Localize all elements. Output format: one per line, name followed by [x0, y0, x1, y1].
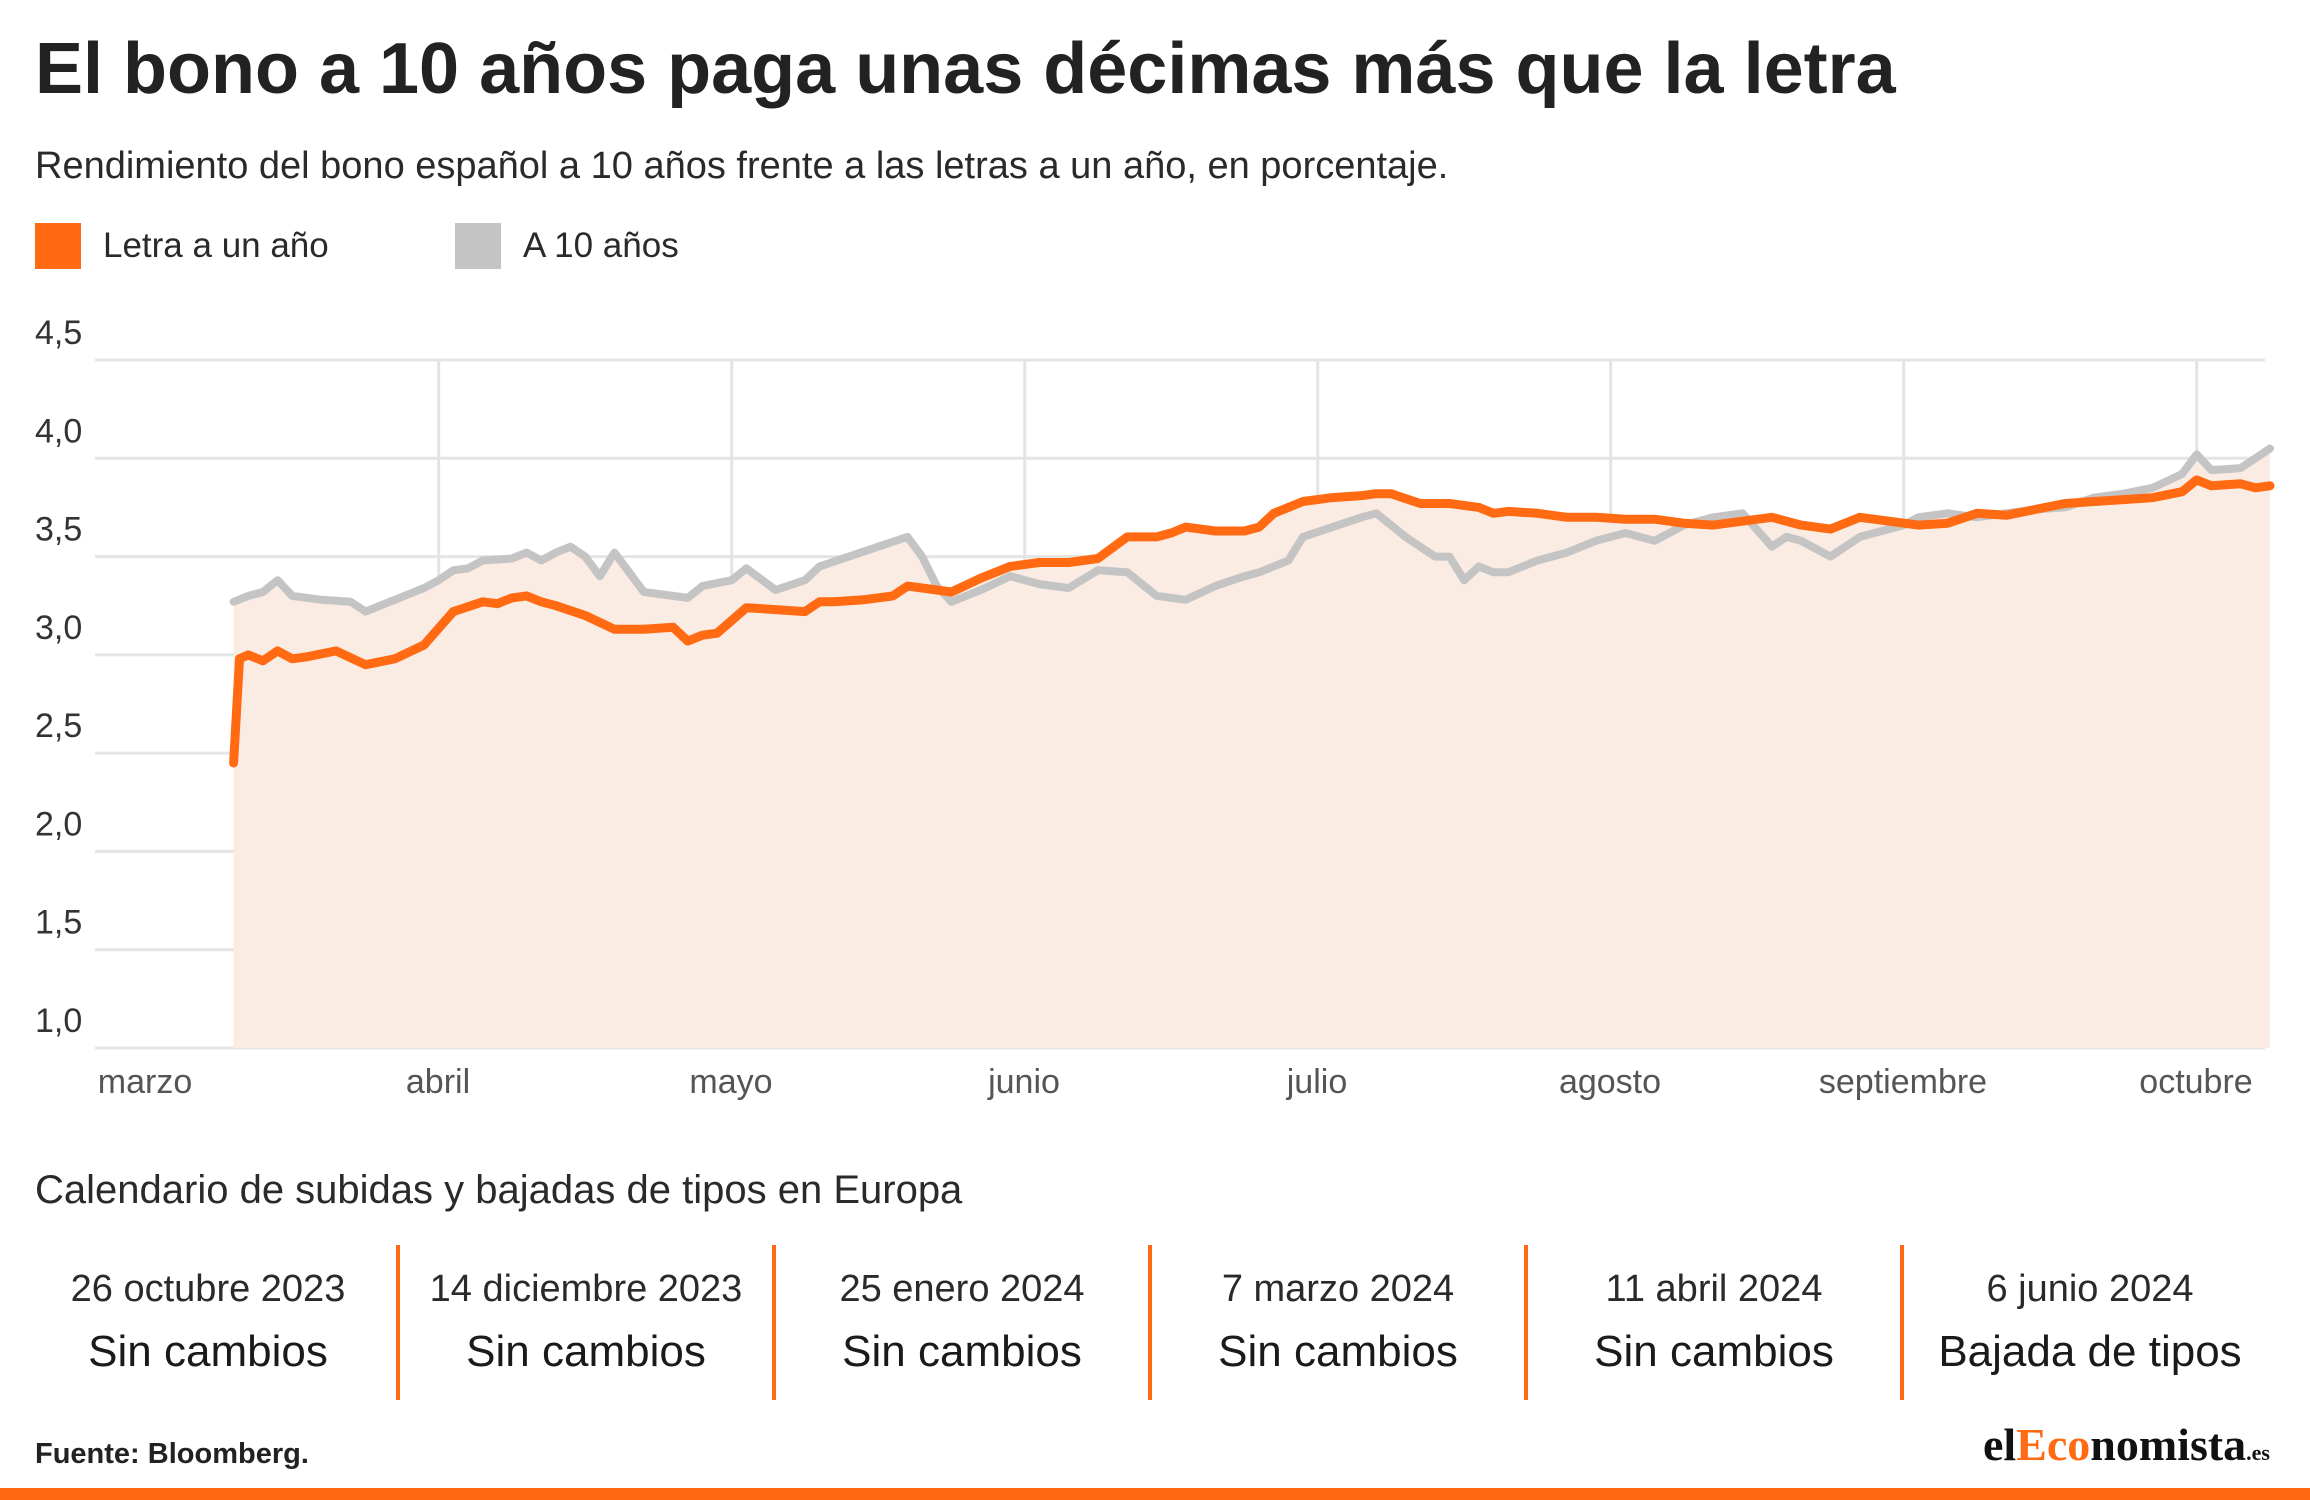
bottom-accent-bar: [0, 1488, 2310, 1500]
legend-label-bono: A 10 años: [523, 226, 679, 265]
calendar-entry: 26 octubre 2023 Sin cambios: [20, 1245, 396, 1400]
x-tick-label: junio: [987, 1063, 1060, 1100]
calendar-status: Sin cambios: [466, 1327, 706, 1376]
calendar-date: 25 enero 2024: [839, 1268, 1085, 1310]
series-line-letra: [229, 475, 2275, 768]
x-tick-label: marzo: [98, 1063, 192, 1100]
calendar-status: Bajada de tipos: [1938, 1327, 2242, 1376]
calendar-date: 11 abril 2024: [1605, 1268, 1823, 1310]
x-tick-label: septiembre: [1819, 1063, 1987, 1100]
y-tick-label: 1,5: [35, 904, 82, 942]
y-tick-label: 4,0: [35, 412, 82, 450]
x-tick-label: mayo: [689, 1063, 772, 1100]
calendar-entry: 11 abril 2024 Sin cambios: [1524, 1245, 1900, 1400]
chart-subtitle: Rendimiento del bono español a 10 años f…: [35, 145, 1449, 187]
x-tick-label: agosto: [1559, 1063, 1661, 1100]
calendar-entry: 14 diciembre 2023 Sin cambios: [396, 1245, 772, 1400]
y-tick-label: 3,5: [35, 511, 82, 549]
calendar-date: 6 junio 2024: [1986, 1268, 2194, 1310]
area-fill: [233, 448, 2271, 1048]
line-chart: 1,0 1,5 2,0 2,5 3,0 3,5 4,0 4,5 marzo abril mayo j…: [35, 314, 2275, 1100]
calendar-status: Sin cambios: [1218, 1327, 1458, 1376]
calendar-entry: 6 junio 2024 Bajada de tipos: [1900, 1245, 2276, 1400]
chart-fill: [233, 448, 2271, 1048]
source-note: Fuente: Bloomberg.: [35, 1438, 309, 1470]
chart-legend: Letra a un año A 10 años: [35, 222, 935, 272]
logo-accent: Eco: [2016, 1419, 2091, 1470]
y-tick-label: 1,0: [35, 1002, 82, 1040]
x-tick-label: abril: [406, 1063, 470, 1100]
legend-item-letra: Letra a un año: [35, 222, 329, 270]
y-tick-label: 2,5: [35, 707, 82, 745]
legend-swatch-letra: [35, 223, 81, 269]
x-tick-label: octubre: [2139, 1063, 2252, 1100]
logo-suffix: nomista: [2090, 1419, 2247, 1470]
calendar-date: 26 octubre 2023: [70, 1268, 346, 1310]
calendar-status: Sin cambios: [88, 1327, 328, 1376]
legend-item-bono: A 10 años: [455, 222, 679, 270]
calendar-date: 7 marzo 2024: [1221, 1268, 1455, 1310]
calendar-entry: 25 enero 2024 Sin cambios: [772, 1245, 1148, 1400]
page-title: El bono a 10 años paga unas décimas más …: [35, 29, 1896, 109]
calendar-status: Sin cambios: [842, 1327, 1082, 1376]
chart-series: [229, 444, 2275, 768]
calendar-date: 14 diciembre 2023: [429, 1268, 743, 1310]
y-axis: 1,0 1,5 2,0 2,5 3,0 3,5 4,0 4,5: [35, 314, 82, 1040]
eleconomista-logo[interactable]: elEconomista.es: [1983, 1418, 2270, 1471]
y-tick-label: 4,5: [35, 314, 82, 352]
logo-prefix: el: [1982, 1419, 2017, 1470]
calendar-entry: 7 marzo 2024 Sin cambios: [1148, 1245, 1524, 1400]
calendar-title: Calendario de subidas y bajadas de tipos…: [35, 1168, 963, 1212]
x-axis: marzo abril mayo junio julio agosto septiembre…: [98, 1063, 2253, 1100]
legend-swatch-bono: [455, 223, 501, 269]
logo-tld: .es: [2246, 1440, 2270, 1465]
legend-label-letra: Letra a un año: [103, 226, 329, 265]
x-tick-label: julio: [1286, 1063, 1347, 1100]
rate-calendar: 26 octubre 2023 Sin cambios 14 diciembre…: [20, 1245, 2280, 1400]
y-tick-label: 2,0: [35, 805, 82, 843]
y-tick-label: 3,0: [35, 609, 82, 647]
calendar-status: Sin cambios: [1594, 1327, 1834, 1376]
